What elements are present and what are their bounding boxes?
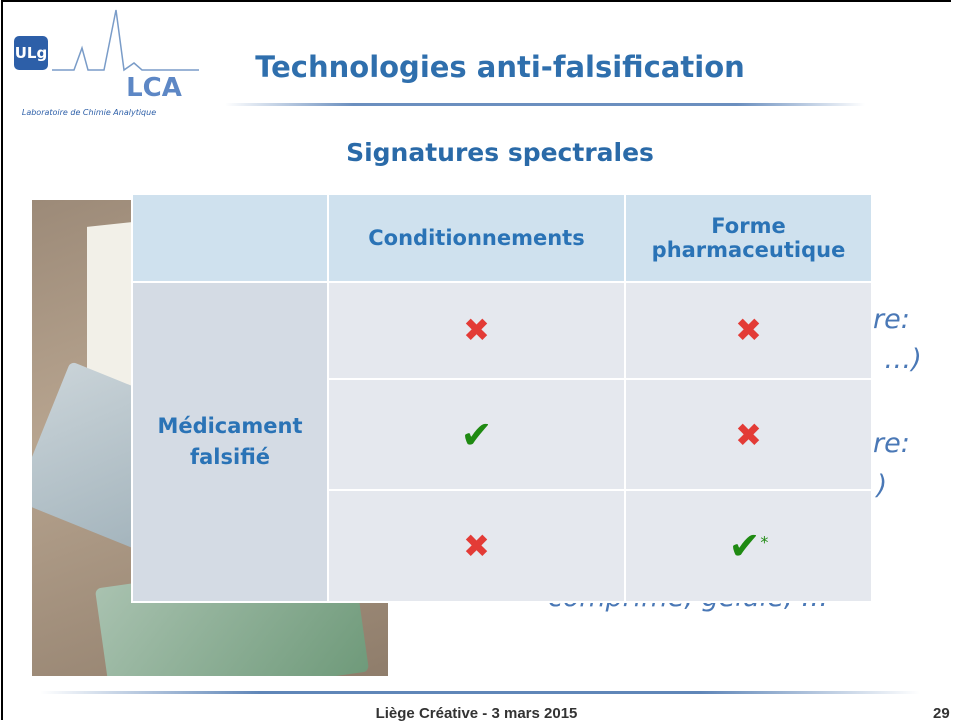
title-rule bbox=[225, 103, 865, 106]
cell-mark: ✖ bbox=[624, 281, 873, 380]
page-number: 29 bbox=[933, 705, 950, 722]
cell-mark: ✔ bbox=[327, 377, 626, 492]
logo-name: LCA bbox=[126, 73, 182, 103]
logo: ULg LCA Laboratoire de Chimie Analytique bbox=[14, 9, 199, 117]
corner-cell bbox=[131, 193, 329, 283]
logo-badge bbox=[14, 36, 48, 70]
comparison-table: Conditionnements Forme pharmaceutique Mé… bbox=[131, 193, 873, 603]
logo-mark: ULg bbox=[15, 44, 47, 62]
footer: Liège Créative - 3 mars 2015 bbox=[375, 705, 578, 722]
logo-peaks bbox=[52, 9, 199, 72]
title: Technologies anti-falsification bbox=[255, 50, 745, 84]
row-header: Médicament falsifié bbox=[131, 281, 329, 603]
column-header: Conditionnements bbox=[327, 193, 626, 283]
logo-caption: Laboratoire de Chimie Analytique bbox=[22, 108, 156, 117]
subtitle: Signatures spectrales bbox=[346, 138, 654, 167]
background-text: re: bbox=[873, 428, 910, 459]
cell-mark: ✖ bbox=[327, 489, 626, 603]
background-text: re: bbox=[873, 304, 910, 335]
footnote-mark: * bbox=[760, 532, 769, 552]
footer-rule bbox=[40, 691, 920, 694]
cell: ✔* bbox=[624, 489, 873, 603]
cell-mark: ✔ bbox=[728, 524, 761, 569]
cell-mark: ✖ bbox=[624, 377, 873, 492]
column-header: Forme pharmaceutique bbox=[624, 193, 873, 283]
cell-mark: ✖ bbox=[327, 281, 626, 380]
background-text: .) bbox=[868, 470, 888, 501]
